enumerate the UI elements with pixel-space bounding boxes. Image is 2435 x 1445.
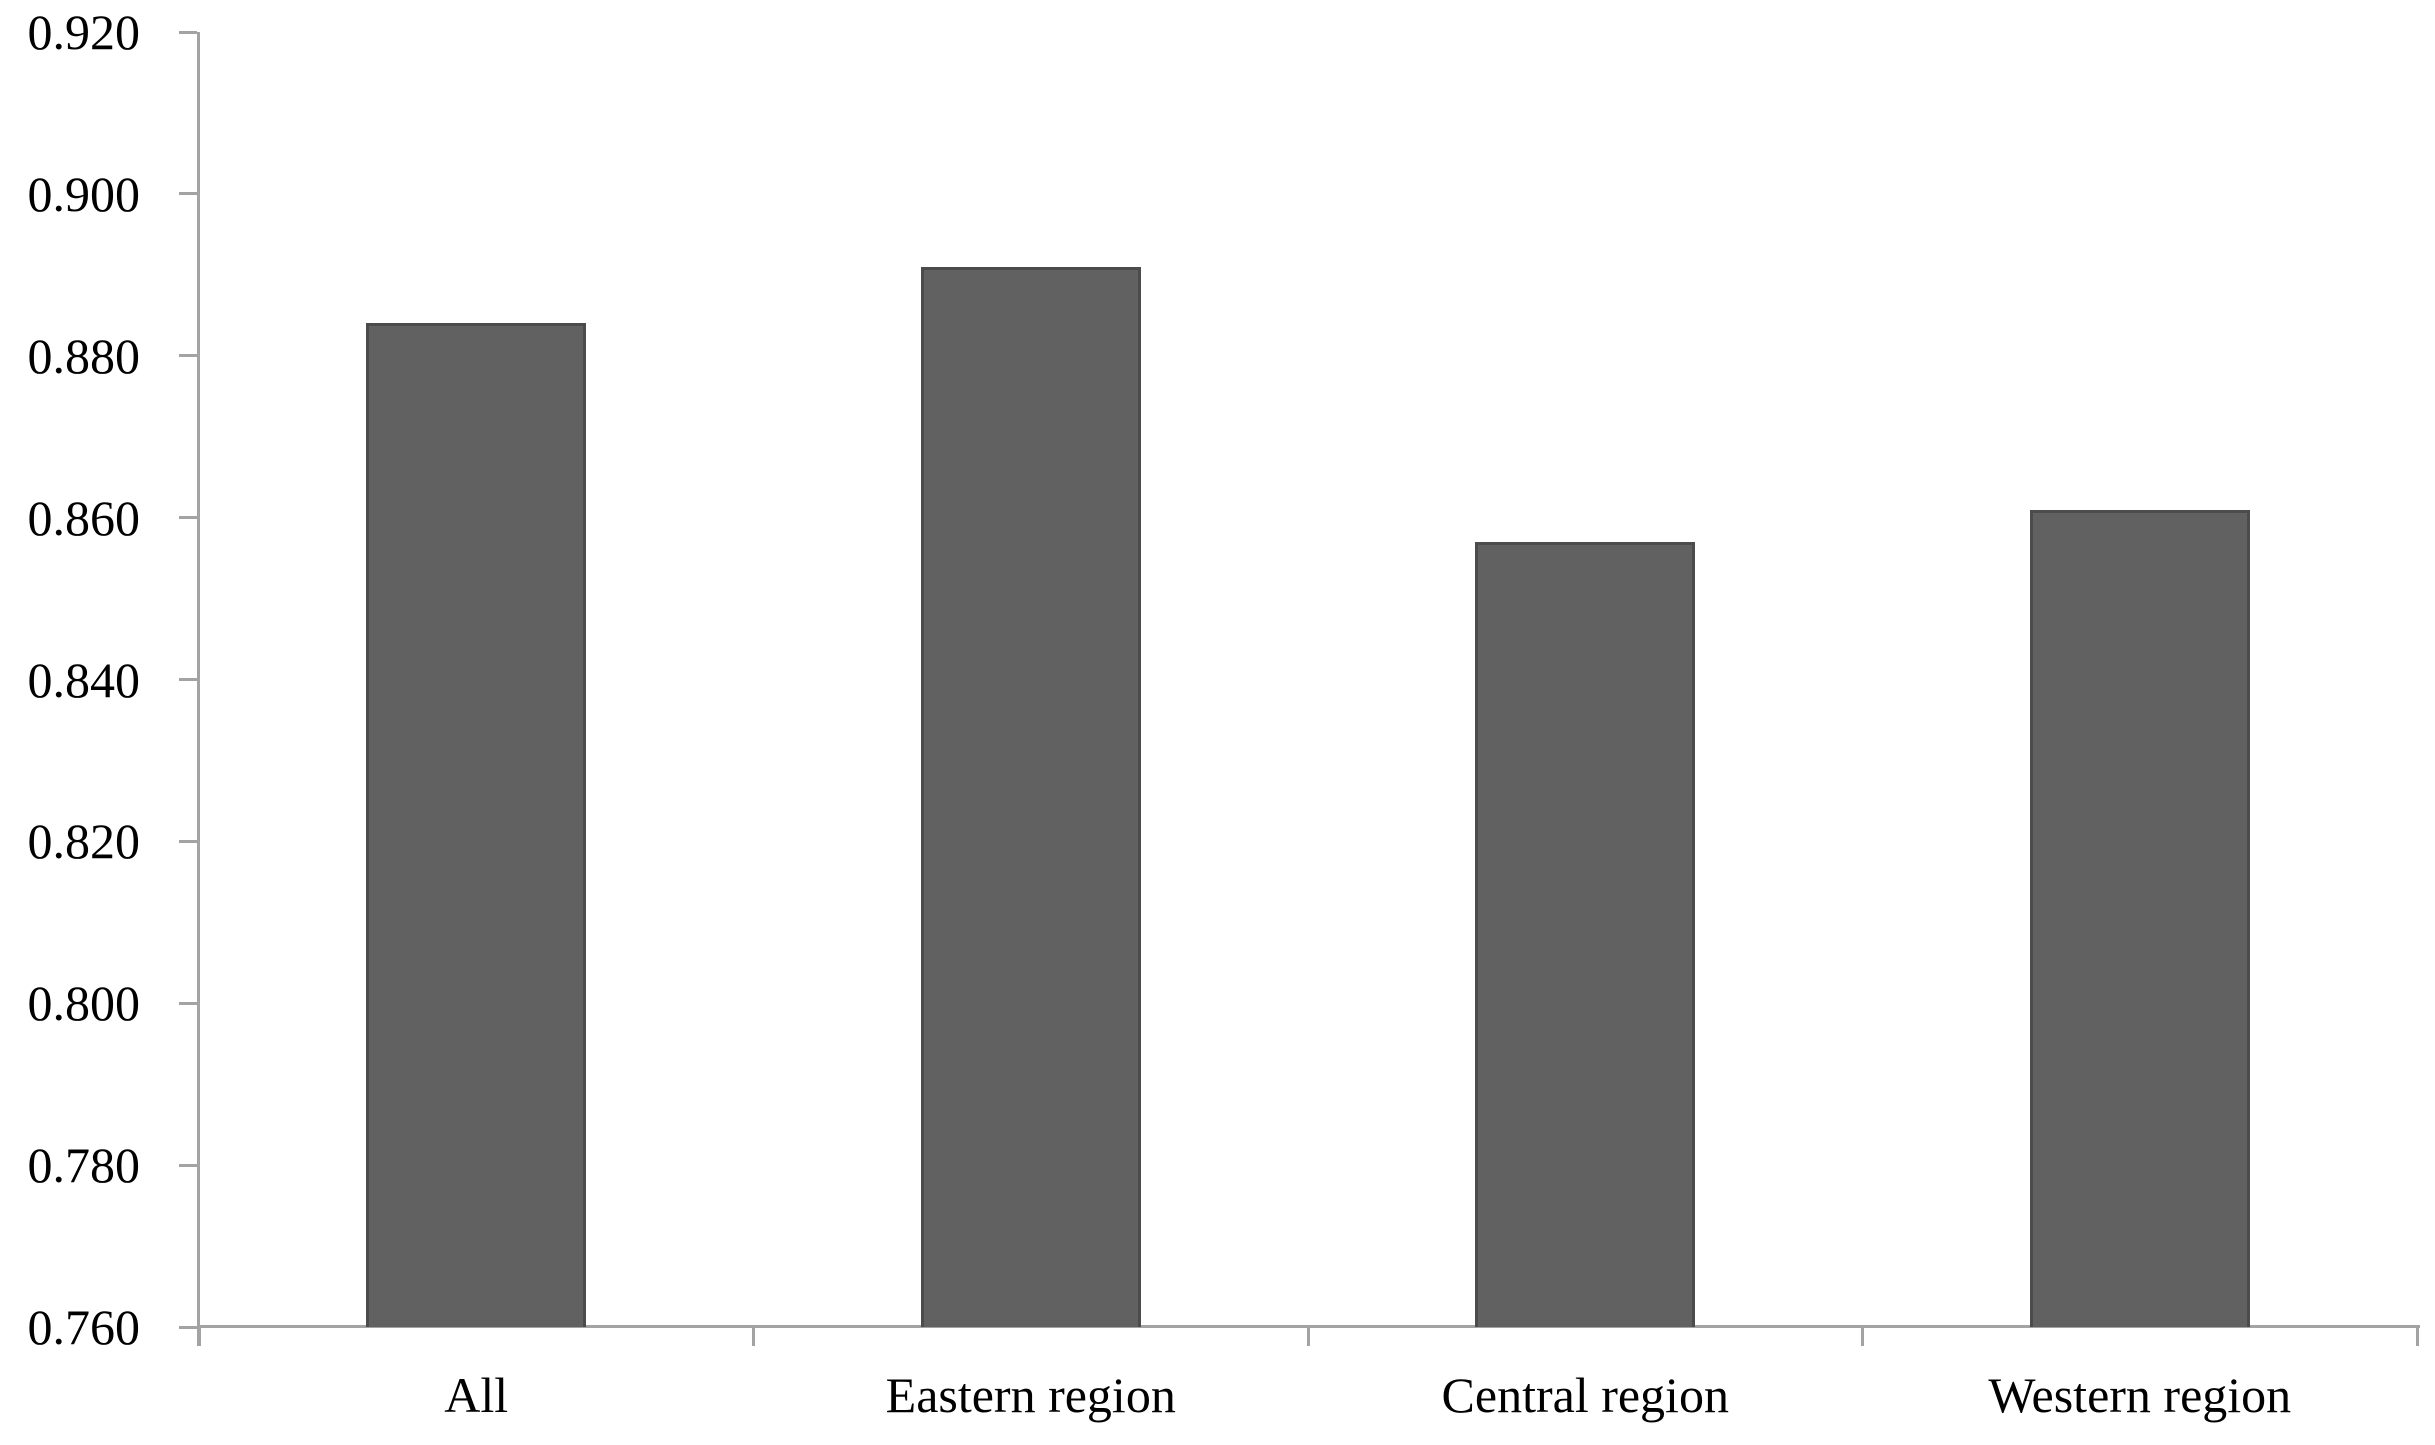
y-tick-label: 0.780 — [27, 1137, 141, 1194]
x-category-label: All — [444, 1367, 509, 1423]
y-tick-mark — [179, 354, 197, 358]
x-category-label: Central region — [1441, 1367, 1729, 1423]
x-tick-mark — [197, 1325, 201, 1346]
bar — [2029, 509, 2250, 1327]
y-tick-mark — [179, 192, 197, 196]
y-tick-mark — [179, 516, 197, 520]
y-tick-label: 0.880 — [27, 327, 141, 384]
x-tick-mark — [1306, 1325, 1310, 1346]
bar — [1475, 541, 1696, 1327]
y-tick-label: 0.840 — [27, 651, 141, 708]
bar — [366, 323, 587, 1327]
y-tick-mark — [179, 839, 197, 843]
bar — [920, 266, 1141, 1327]
x-category-label: Western region — [1988, 1367, 2292, 1423]
y-tick-mark — [179, 1163, 197, 1167]
y-tick-label: 0.920 — [27, 4, 141, 60]
y-tick-label: 0.760 — [27, 1299, 141, 1355]
x-category-label: Eastern region — [885, 1367, 1176, 1423]
y-tick-mark — [179, 1325, 197, 1329]
x-tick-mark — [752, 1325, 755, 1346]
x-tick-mark — [2415, 1325, 2419, 1346]
y-axis-line — [197, 32, 200, 1346]
y-tick-mark — [179, 1001, 197, 1005]
x-tick-mark — [1861, 1325, 1864, 1346]
y-tick-label: 0.800 — [27, 975, 141, 1032]
y-tick-label: 0.900 — [27, 165, 141, 222]
y-tick-label: 0.860 — [27, 489, 141, 546]
y-tick-label: 0.820 — [27, 813, 141, 870]
y-tick-mark — [179, 30, 197, 34]
y-tick-mark — [179, 678, 197, 681]
